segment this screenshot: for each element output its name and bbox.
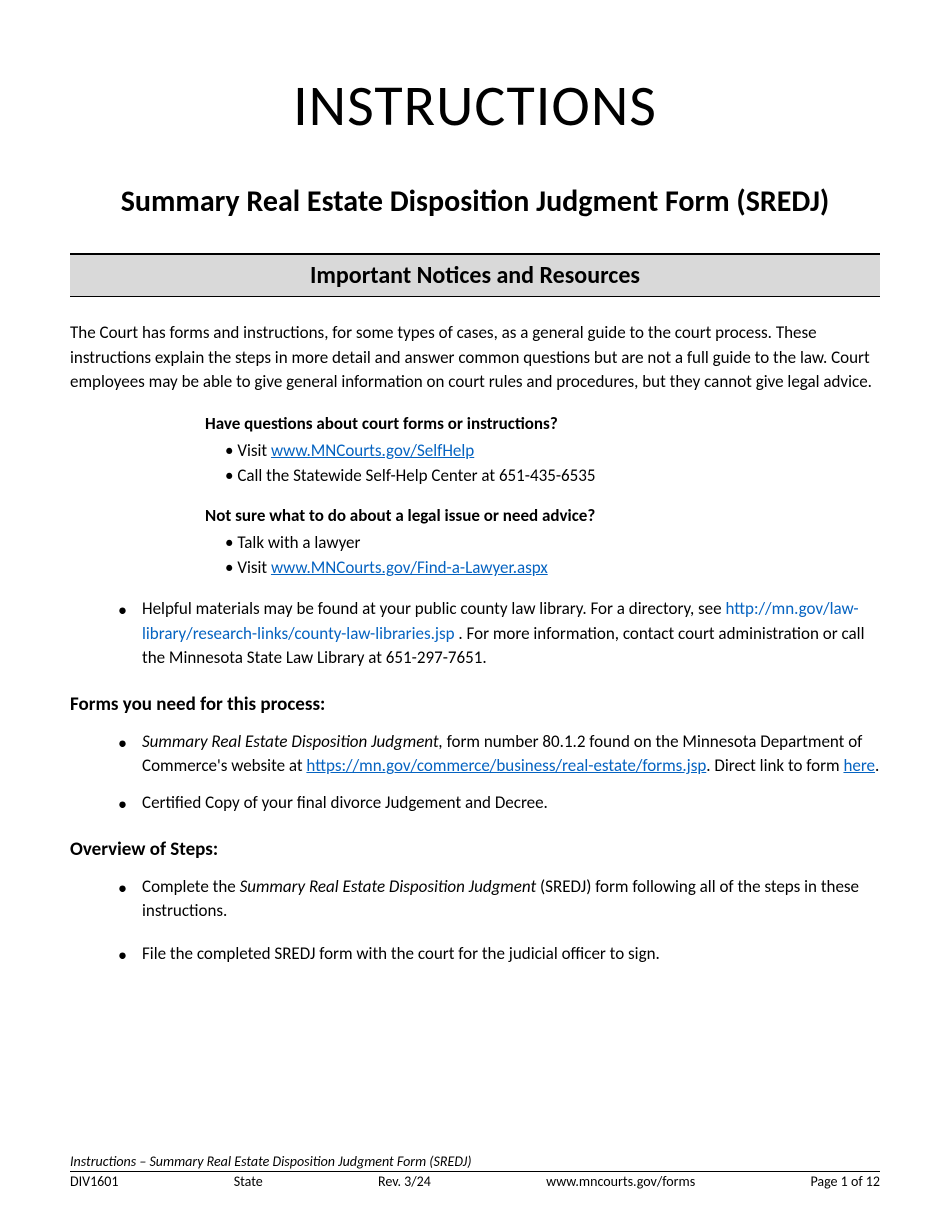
forms-heading: Forms you need for this process: bbox=[70, 693, 880, 716]
overview-heading: Overview of Steps: bbox=[70, 838, 880, 861]
overview-bullet-2: File the completed SREDJ form with the c… bbox=[118, 942, 880, 967]
footer-state: State bbox=[234, 1173, 263, 1190]
ov-b1-pre: Complete the bbox=[142, 876, 240, 897]
questions-block-2: Not sure what to do about a legal issue … bbox=[205, 505, 880, 581]
q2-bullet-visit: Visit www.MNCourts.gov/Find-a-Lawyer.asp… bbox=[225, 555, 880, 581]
question-1: Have questions about court forms or inst… bbox=[205, 413, 880, 434]
footer-title: Instructions – Summary Real Estate Dispo… bbox=[70, 1153, 880, 1172]
forms-b1-italic: Summary Real Estate Disposition Judgment… bbox=[142, 731, 443, 752]
subtitle: Summary Real Estate Disposition Judgment… bbox=[70, 181, 880, 223]
forms-bullet-2: Certified Copy of your final divorce Jud… bbox=[118, 791, 880, 816]
helpful-materials-bullet: Helpful materials may be found at your p… bbox=[118, 597, 880, 671]
helpful-pre: Helpful materials may be found at your p… bbox=[142, 598, 725, 619]
selfhelp-link[interactable]: www.MNCourts.gov/SelfHelp bbox=[271, 440, 474, 461]
overview-bullet-1: Complete the Summary Real Estate Disposi… bbox=[118, 875, 880, 924]
footer-rev: Rev. 3/24 bbox=[378, 1173, 431, 1190]
find-lawyer-link[interactable]: www.MNCourts.gov/Find-a-Lawyer.aspx bbox=[271, 557, 548, 578]
forms-bullet-1: Summary Real Estate Disposition Judgment… bbox=[118, 730, 880, 779]
footer-meta-row: DIV1601 State Rev. 3/24 www.mncourts.gov… bbox=[70, 1173, 880, 1190]
intro-paragraph: The Court has forms and instructions, fo… bbox=[70, 321, 880, 395]
questions-block-1: Have questions about court forms or inst… bbox=[205, 413, 880, 489]
forms-b1-end: . bbox=[875, 755, 879, 776]
footer-code: DIV1601 bbox=[70, 1173, 118, 1190]
q1-visit-pre: Visit bbox=[237, 440, 271, 461]
q2-bullet-lawyer: Talk with a lawyer bbox=[225, 530, 880, 556]
question-2: Not sure what to do about a legal issue … bbox=[205, 505, 880, 526]
footer-page: Page 1 of 12 bbox=[810, 1173, 880, 1190]
here-link[interactable]: here bbox=[843, 755, 875, 776]
section-header: Important Notices and Resources bbox=[70, 253, 880, 297]
q2-visit-pre: Visit bbox=[237, 557, 271, 578]
page-footer: Instructions – Summary Real Estate Dispo… bbox=[70, 1153, 880, 1190]
commerce-link[interactable]: https://mn.gov/commerce/business/real-es… bbox=[306, 755, 706, 776]
footer-url: www.mncourts.gov/forms bbox=[546, 1173, 695, 1190]
ov-b1-italic: Summary Real Estate Disposition Judgment bbox=[240, 876, 537, 897]
q1-bullet-call: Call the Statewide Self-Help Center at 6… bbox=[225, 463, 880, 489]
forms-b1-post: . Direct link to form bbox=[706, 755, 843, 776]
q1-bullet-visit: Visit www.MNCourts.gov/SelfHelp bbox=[225, 438, 880, 464]
main-title: INSTRUCTIONS bbox=[70, 70, 880, 141]
